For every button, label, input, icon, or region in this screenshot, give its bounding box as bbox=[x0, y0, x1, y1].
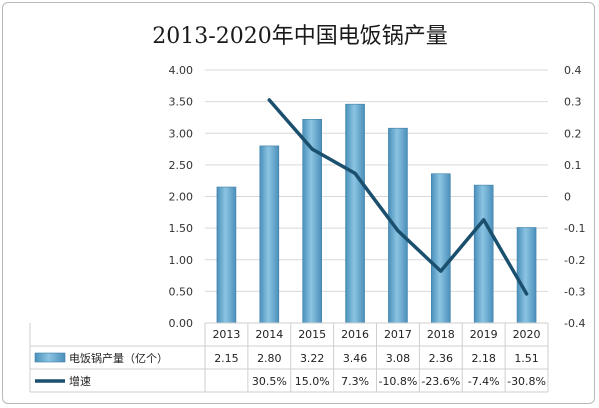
production-value: 2.18 bbox=[471, 352, 496, 365]
growth-point-2016 bbox=[353, 171, 357, 175]
y-left-tick-label: 3.50 bbox=[169, 96, 194, 109]
production-value: 2.80 bbox=[257, 352, 282, 365]
chart-title: 2013-2020年中国电饭锅产量 bbox=[152, 24, 447, 49]
y-left-tick-label: 3.00 bbox=[169, 127, 194, 140]
growth-value: -10.8% bbox=[378, 375, 417, 388]
bar-2016 bbox=[345, 103, 365, 324]
production-value: 2.36 bbox=[429, 352, 454, 365]
x-tick-label: 2020 bbox=[513, 328, 541, 341]
x-tick-label: 2016 bbox=[341, 328, 369, 341]
y-right-tick-label: 0.1 bbox=[564, 159, 582, 172]
y-right-tick-label: 0.3 bbox=[564, 96, 582, 109]
growth-point-2020 bbox=[525, 292, 529, 296]
production-value: 1.51 bbox=[514, 352, 539, 365]
y-left-tick-label: 1.00 bbox=[169, 254, 194, 267]
y-left-tick-label: 4.00 bbox=[169, 64, 194, 77]
y-right-tick-label: -0.3 bbox=[564, 285, 585, 298]
production-value: 3.22 bbox=[300, 352, 325, 365]
x-tick-label: 2019 bbox=[470, 328, 498, 341]
production-value: 2.15 bbox=[214, 352, 239, 365]
growth-point-2015 bbox=[310, 147, 314, 151]
x-tick-label: 2014 bbox=[255, 328, 283, 341]
growth-point-2019 bbox=[482, 218, 486, 222]
legend-label-growth: 增速 bbox=[69, 374, 91, 388]
bar-2019 bbox=[473, 184, 494, 324]
growth-value: 15.0% bbox=[295, 375, 330, 388]
x-tick-label: 2015 bbox=[298, 328, 326, 341]
x-tick-label: 2018 bbox=[427, 328, 455, 341]
x-tick-label: 2013 bbox=[212, 328, 240, 341]
x-tick-label: 2017 bbox=[384, 328, 412, 341]
y-left-tick-label: 2.50 bbox=[169, 159, 194, 172]
y-right-tick-label: -0.4 bbox=[564, 317, 585, 330]
y-left-tick-label: 0.00 bbox=[169, 317, 194, 330]
growth-value: -30.8% bbox=[507, 375, 546, 388]
y-right-tick-label: 0 bbox=[564, 191, 571, 204]
y-left-tick-label: 0.50 bbox=[169, 285, 194, 298]
y-right-tick-label: 0.4 bbox=[564, 64, 582, 77]
y-left-tick-label: 2.00 bbox=[169, 191, 194, 204]
growth-value: 30.5% bbox=[252, 375, 287, 388]
y-right-tick-label: 0.2 bbox=[564, 127, 582, 140]
bar-2018 bbox=[431, 173, 451, 324]
legend-label-production: 电饭锅产量（亿个） bbox=[69, 351, 168, 365]
production-value: 3.46 bbox=[343, 352, 368, 365]
growth-value: -7.4% bbox=[468, 375, 500, 388]
y-right-tick-label: -0.2 bbox=[564, 254, 585, 267]
y-right-tick-label: -0.1 bbox=[564, 222, 585, 235]
growth-point-2014 bbox=[267, 98, 271, 102]
production-value: 3.08 bbox=[386, 352, 411, 365]
bar-2014 bbox=[259, 145, 280, 324]
growth-point-2018 bbox=[439, 269, 443, 273]
bar-2017 bbox=[388, 127, 408, 324]
growth-value: -23.6% bbox=[421, 375, 460, 388]
bar-2013 bbox=[216, 186, 237, 324]
legend-key-bar bbox=[34, 352, 66, 363]
y-left-tick-label: 1.50 bbox=[169, 222, 194, 235]
bar-2020 bbox=[516, 227, 537, 324]
chart-frame bbox=[2, 2, 595, 404]
growth-value: 7.3% bbox=[341, 375, 369, 388]
growth-point-2017 bbox=[396, 229, 400, 233]
